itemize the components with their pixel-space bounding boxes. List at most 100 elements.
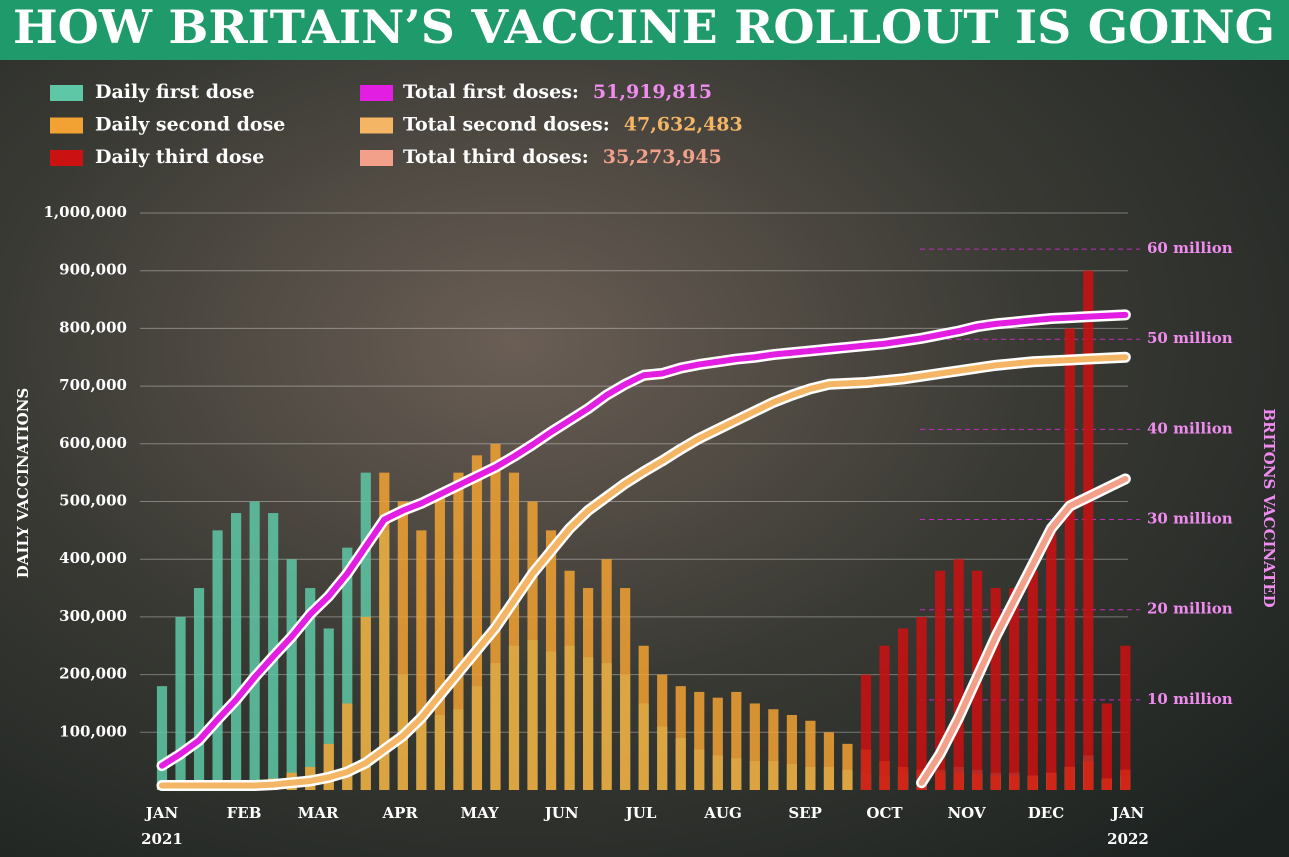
bar xyxy=(897,628,909,790)
bar xyxy=(934,570,946,790)
x-tick-label: JAN xyxy=(1110,804,1145,822)
bar xyxy=(1046,530,1057,790)
title-banner xyxy=(0,0,1289,60)
x-tick-label: APR xyxy=(381,804,418,822)
bar xyxy=(601,559,612,790)
line xyxy=(918,475,1129,786)
x-tick-label: SEP xyxy=(788,804,822,822)
bar xyxy=(508,472,520,790)
bar xyxy=(156,686,168,790)
chart-title: HOW BRITAIN’S VACCINE ROLLOUT IS GOING xyxy=(13,0,1275,54)
bar xyxy=(342,703,353,790)
y2-axis-label: BRITONS VACCINATED xyxy=(1260,408,1278,607)
x-tick-label: FEB xyxy=(227,804,262,822)
bar xyxy=(1083,270,1094,790)
bar xyxy=(545,530,557,790)
y-axis-label: DAILY VACCINATIONS xyxy=(14,388,32,579)
bar xyxy=(379,472,390,790)
legend-total: 47,632,483 xyxy=(624,114,743,136)
legend-swatch xyxy=(50,85,83,101)
bar xyxy=(842,743,853,790)
legend-swatch xyxy=(50,117,83,134)
bar xyxy=(675,686,686,790)
bar xyxy=(860,674,872,790)
x-tick-label: JAN xyxy=(144,804,179,822)
bar xyxy=(953,559,964,790)
bar xyxy=(879,645,890,790)
bar xyxy=(527,501,538,790)
bar xyxy=(620,588,631,790)
bar xyxy=(193,588,205,790)
bar xyxy=(1009,588,1020,790)
bar xyxy=(342,547,353,790)
y2-tick-label: 40 million xyxy=(1147,419,1233,437)
bar xyxy=(564,570,575,790)
line xyxy=(159,354,1129,789)
bar xyxy=(749,703,760,790)
y2-tick-label: 20 million xyxy=(1147,600,1233,618)
bar xyxy=(638,645,649,790)
y-tick-label: 900,000 xyxy=(59,261,127,279)
y-tick-label: 600,000 xyxy=(59,434,127,452)
bar xyxy=(1101,703,1112,790)
bar xyxy=(323,628,334,790)
bar xyxy=(453,472,464,790)
bar xyxy=(471,455,483,790)
bar xyxy=(175,616,186,790)
y2-tick-label: 10 million xyxy=(1147,690,1233,708)
legend-label: Daily second dose xyxy=(95,114,285,136)
x-year-label: 2021 xyxy=(141,830,183,848)
y-tick-label: 800,000 xyxy=(59,318,127,336)
bar xyxy=(731,691,742,790)
bar xyxy=(416,530,427,790)
legend-label: Daily first dose xyxy=(95,81,255,103)
legend-total: 51,919,815 xyxy=(593,81,712,103)
x-tick-label: MAY xyxy=(460,804,498,822)
y2-tick-label: 50 million xyxy=(1147,329,1233,347)
legend-label: Total first doses: xyxy=(403,81,579,103)
bar xyxy=(490,443,501,790)
y-tick-label: 500,000 xyxy=(59,492,127,510)
bar xyxy=(916,616,927,790)
y-tick-label: 700,000 xyxy=(59,376,127,394)
bar xyxy=(1120,645,1131,790)
bar xyxy=(397,501,408,790)
bar xyxy=(1064,328,1075,790)
x-tick-label: MAR xyxy=(298,804,339,822)
bar xyxy=(323,743,334,790)
bar xyxy=(768,709,779,790)
bar xyxy=(212,530,223,790)
y-tick-label: 200,000 xyxy=(59,665,127,683)
bar xyxy=(712,697,723,790)
x-tick-label: AUG xyxy=(703,804,742,822)
y-tick-label: 100,000 xyxy=(59,722,127,740)
bar xyxy=(249,501,260,790)
bar xyxy=(823,732,835,790)
bar xyxy=(1027,570,1038,790)
legend-swatch xyxy=(50,150,83,166)
bar xyxy=(786,714,797,790)
x-tick-label: OCT xyxy=(866,804,903,822)
x-tick-label: NOV xyxy=(947,804,986,822)
legend-label: Total third doses: xyxy=(403,146,589,168)
x-tick-label: DEC xyxy=(1028,804,1064,822)
bar xyxy=(231,513,242,790)
bar xyxy=(434,489,445,790)
y2-tick-label: 30 million xyxy=(1147,510,1233,528)
legend-label: Total second doses: xyxy=(403,114,610,136)
x-tick-label: JUL xyxy=(624,804,657,822)
line xyxy=(159,311,1129,769)
x-tick-label: JUN xyxy=(543,804,579,822)
legend-swatch xyxy=(360,117,393,134)
bar xyxy=(657,674,668,790)
legend-label: Daily third dose xyxy=(95,146,264,168)
y-tick-label: 400,000 xyxy=(59,549,127,567)
y-tick-label: 1,000,000 xyxy=(43,203,127,221)
y-tick-label: 300,000 xyxy=(59,607,127,625)
x-year-label: 2022 xyxy=(1107,830,1149,848)
legend-swatch xyxy=(360,150,393,166)
bar xyxy=(694,691,705,790)
bar xyxy=(286,559,297,790)
